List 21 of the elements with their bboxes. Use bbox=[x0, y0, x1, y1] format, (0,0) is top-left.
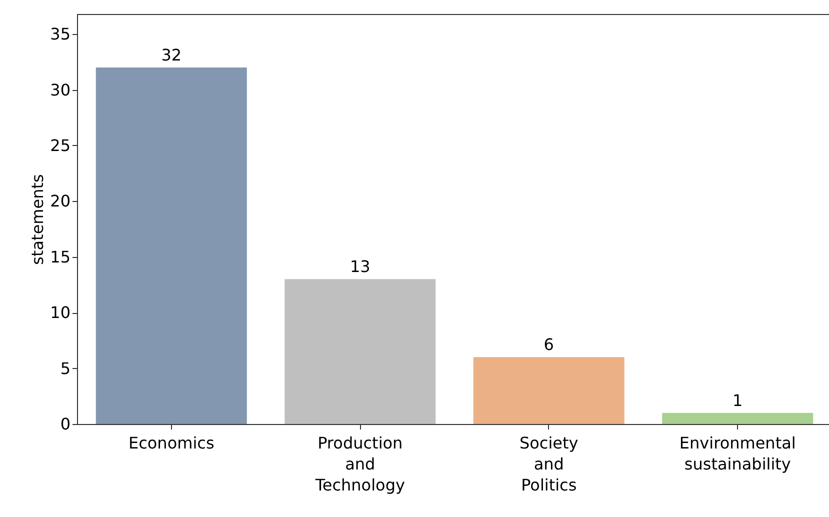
data-label: 1 bbox=[732, 390, 743, 410]
x-tick-label: Economics bbox=[128, 434, 214, 452]
y-tick-label: 15 bbox=[50, 247, 70, 266]
bar bbox=[473, 357, 624, 424]
y-tick-label: 30 bbox=[50, 80, 70, 100]
y-tick-label: 35 bbox=[50, 24, 70, 44]
x-tick-label: Environmental sustainability bbox=[679, 434, 796, 474]
x-tick-label: Society and Politics bbox=[519, 434, 578, 494]
bar bbox=[284, 279, 436, 424]
data-label: 13 bbox=[350, 257, 370, 276]
y-tick-label: 10 bbox=[50, 303, 70, 322]
y-tick-label: 20 bbox=[50, 192, 70, 211]
bar bbox=[96, 67, 247, 424]
bar bbox=[662, 412, 814, 424]
y-tick-label: 5 bbox=[60, 358, 70, 378]
data-label: 6 bbox=[544, 335, 554, 354]
y-axis-title: statements bbox=[28, 174, 48, 265]
data-label: 32 bbox=[161, 45, 182, 64]
y-tick-label: 25 bbox=[50, 136, 70, 155]
x-tick-label: Production and Technology bbox=[314, 434, 405, 494]
y-tick-label: 0 bbox=[60, 414, 70, 434]
